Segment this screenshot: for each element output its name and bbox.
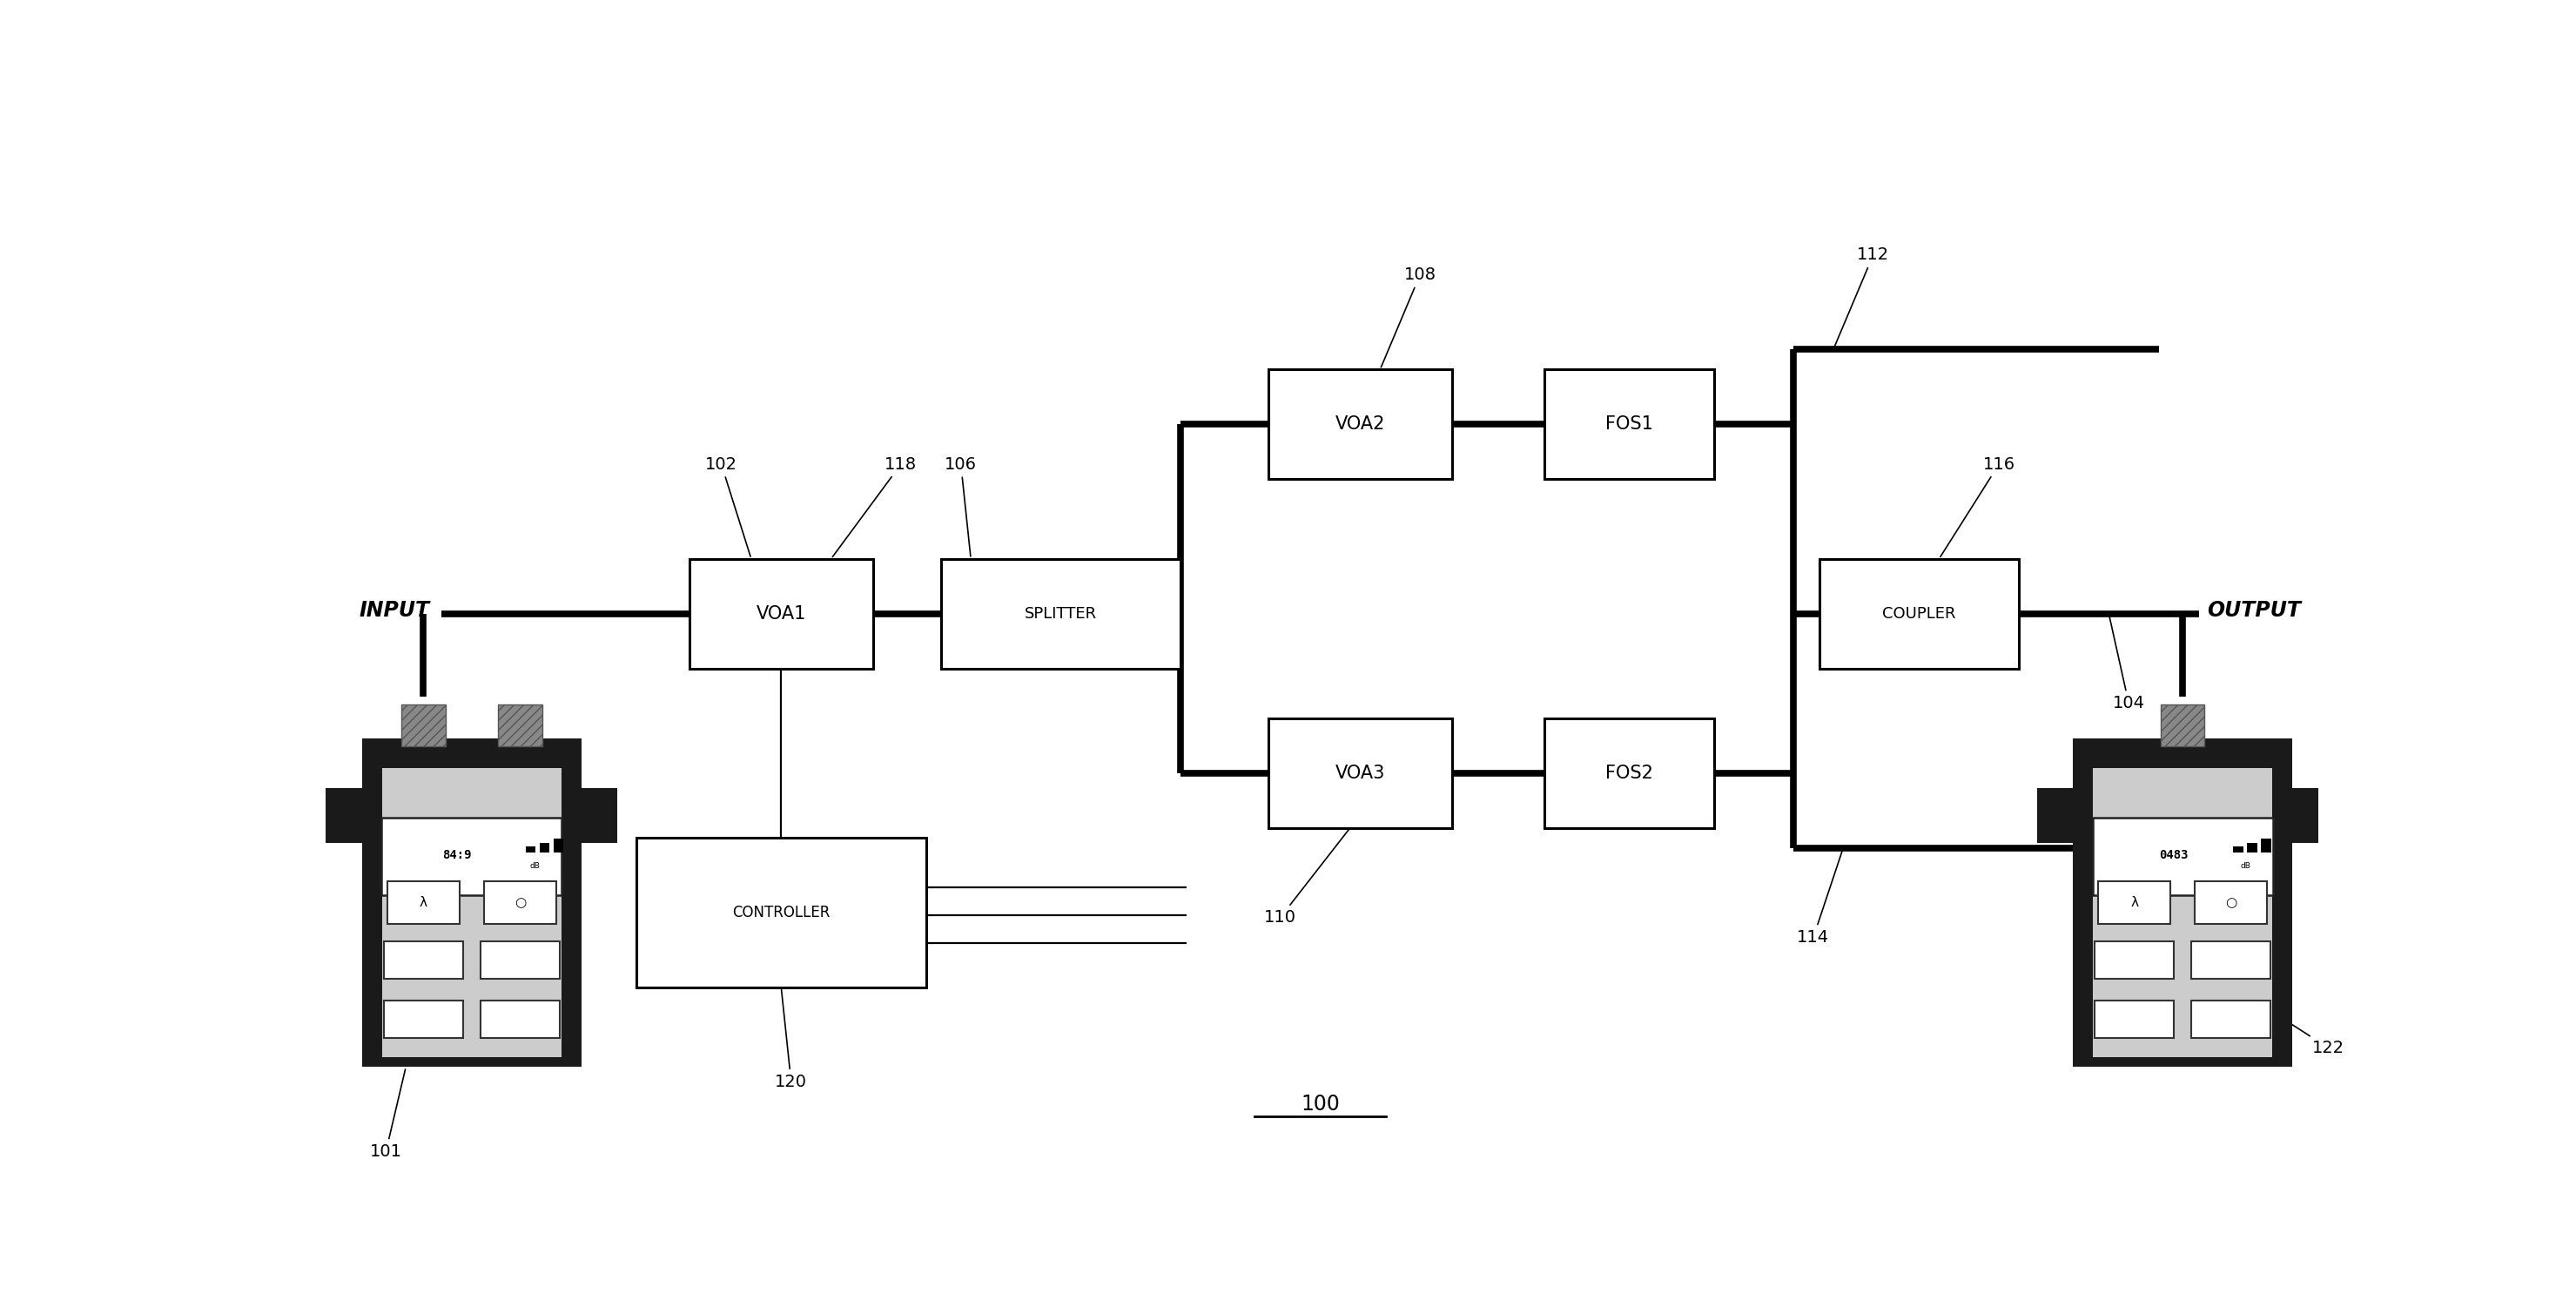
Bar [533, 1043, 582, 1068]
Bar [2244, 738, 2293, 762]
Bar [361, 738, 410, 762]
Bar [1546, 718, 1716, 828]
Text: SPLITTER: SPLITTER [1025, 606, 1097, 621]
Bar [940, 559, 1180, 669]
Bar [402, 704, 446, 747]
Bar [2192, 1000, 2269, 1038]
Text: 114: 114 [1798, 850, 1842, 946]
Bar [384, 941, 464, 980]
Bar [2161, 704, 2205, 747]
Bar [2244, 1043, 2293, 1068]
Text: FOS1: FOS1 [1605, 415, 1654, 433]
Bar [2074, 738, 2120, 762]
Bar [386, 881, 459, 924]
Bar [2094, 1000, 2174, 1038]
Bar [384, 1000, 464, 1038]
Bar [1819, 559, 2020, 669]
Bar [636, 837, 925, 987]
Text: 100: 100 [1301, 1093, 1340, 1114]
Text: FOS2: FOS2 [1605, 765, 1654, 782]
Text: 84:9: 84:9 [443, 849, 471, 861]
Bar [533, 738, 582, 762]
Bar [2074, 738, 2293, 1068]
Bar [1267, 718, 1453, 828]
Bar [2246, 842, 2257, 853]
Bar [497, 704, 541, 747]
Text: 116: 116 [1940, 455, 2014, 556]
Bar [1546, 370, 1716, 479]
Text: ○: ○ [2226, 895, 2236, 910]
Text: dB: dB [531, 862, 541, 870]
Text: COUPLER: COUPLER [1883, 606, 1955, 621]
Bar [690, 559, 873, 669]
Text: λ: λ [420, 895, 428, 910]
Text: 106: 106 [945, 455, 976, 556]
Bar [1267, 370, 1453, 479]
Bar [554, 839, 564, 853]
Bar [381, 818, 562, 895]
Bar [484, 881, 556, 924]
Bar [2195, 881, 2267, 924]
Text: ○: ○ [515, 895, 526, 910]
Text: CONTROLLER: CONTROLLER [732, 905, 829, 920]
Bar [2038, 788, 2074, 842]
Bar [2074, 1043, 2120, 1068]
Bar [361, 738, 582, 1068]
Text: 0483: 0483 [2159, 849, 2187, 861]
Bar [541, 842, 549, 853]
Bar [2233, 846, 2244, 853]
Text: dB: dB [2241, 862, 2251, 870]
Text: 112: 112 [1834, 247, 1888, 347]
Bar [381, 767, 562, 1057]
Bar [361, 1043, 410, 1068]
Text: 120: 120 [775, 990, 806, 1090]
Text: 118: 118 [832, 455, 917, 556]
Text: 108: 108 [1381, 267, 1437, 367]
Text: OUTPUT: OUTPUT [2208, 600, 2300, 621]
Text: VOA3: VOA3 [1334, 765, 1386, 782]
Bar [2293, 788, 2329, 842]
Bar [2097, 881, 2172, 924]
Bar [2262, 839, 2272, 853]
Bar [2094, 941, 2174, 980]
Text: 110: 110 [1265, 829, 1350, 925]
Bar [2192, 941, 2269, 980]
Text: 104: 104 [2110, 616, 2146, 712]
Text: λ: λ [2130, 895, 2138, 910]
Text: 101: 101 [371, 1069, 404, 1159]
Bar [526, 846, 536, 853]
Bar [2092, 818, 2272, 895]
Bar [582, 788, 618, 842]
Text: VOA1: VOA1 [757, 604, 806, 622]
Text: INPUT: INPUT [358, 600, 430, 621]
Text: 102: 102 [706, 455, 750, 556]
Bar [2092, 767, 2272, 1057]
Text: VOA2: VOA2 [1334, 415, 1386, 433]
Bar [482, 1000, 559, 1038]
Text: 122: 122 [2208, 969, 2344, 1056]
Bar [327, 788, 361, 842]
Bar [482, 941, 559, 980]
